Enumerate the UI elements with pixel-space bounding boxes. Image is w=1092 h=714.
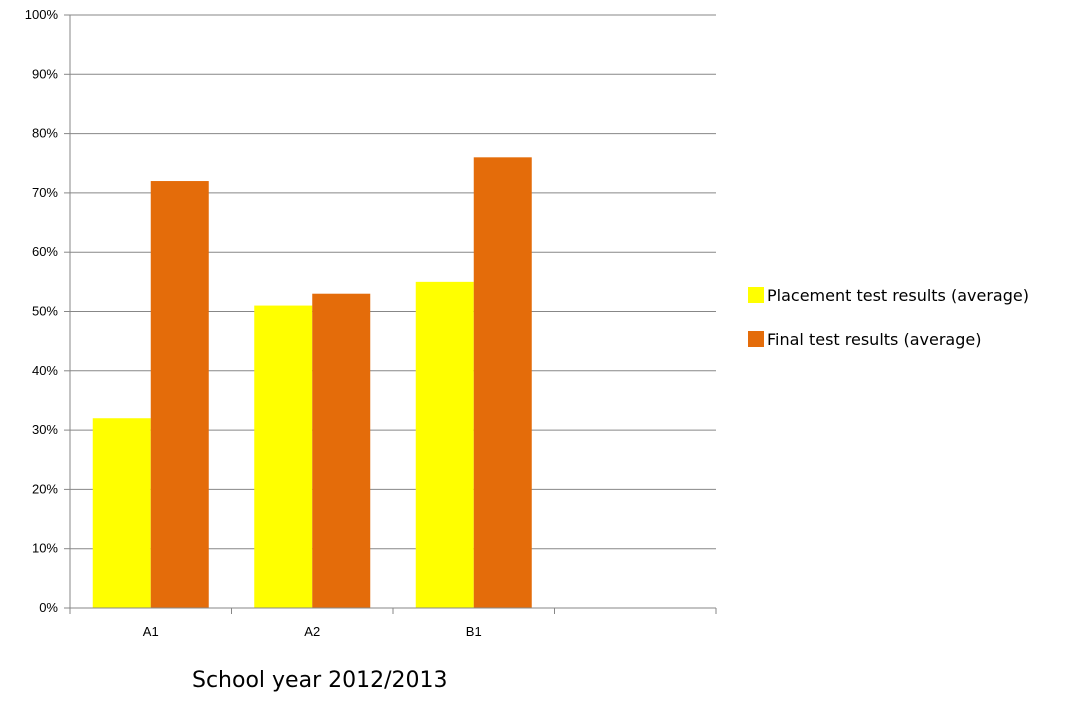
axes xyxy=(64,14,717,614)
y-tick-label: 70% xyxy=(32,185,58,200)
x-tick-label: A2 xyxy=(304,624,320,639)
legend-swatch-placement xyxy=(748,287,764,303)
legend: Placement test results (average) Final t… xyxy=(748,285,1029,373)
legend-item-placement: Placement test results (average) xyxy=(748,285,1029,305)
bar-placement-b1 xyxy=(415,281,474,608)
y-tick-label: 10% xyxy=(32,541,58,556)
y-tick-labels: 0% 10% 20% 30% 40% 50% 60% 70% 80% 90% 100% xyxy=(25,7,59,615)
legend-label-placement: Placement test results (average) xyxy=(767,285,1029,305)
bars xyxy=(92,157,532,609)
y-tick-label: 0% xyxy=(39,600,58,615)
y-tick-label: 80% xyxy=(32,126,58,141)
y-tick-label: 50% xyxy=(32,304,58,319)
bar-placement-a2 xyxy=(254,305,313,608)
x-tick-label: B1 xyxy=(466,624,482,639)
y-tick-label: 90% xyxy=(32,66,58,81)
y-tick-label: 30% xyxy=(32,422,58,437)
x-tick-labels: A1 A2 B1 xyxy=(143,624,482,639)
bar-placement-a1 xyxy=(92,418,151,608)
bar-final-b1 xyxy=(473,157,532,608)
y-tick-label: 40% xyxy=(32,363,58,378)
x-axis-caption: School year 2012/2013 xyxy=(192,668,448,693)
legend-swatch-final xyxy=(748,331,764,347)
bar-final-a2 xyxy=(312,293,371,608)
y-tick-label: 60% xyxy=(32,244,58,259)
y-tick-label: 100% xyxy=(25,7,59,22)
x-tick-label: A1 xyxy=(143,624,159,639)
y-tick-label: 20% xyxy=(32,481,58,496)
legend-item-final: Final test results (average) xyxy=(748,329,1029,349)
legend-label-final: Final test results (average) xyxy=(767,329,982,349)
bar-final-a1 xyxy=(150,181,209,609)
